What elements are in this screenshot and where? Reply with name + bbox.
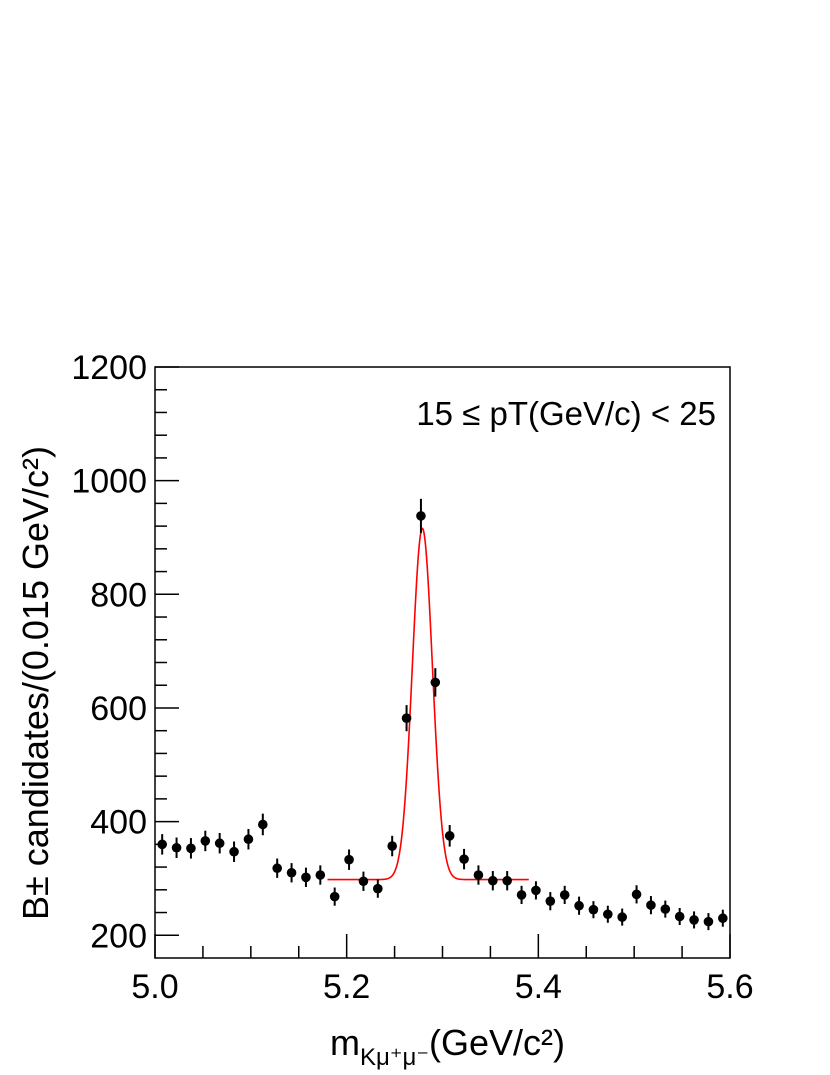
data-point (329, 891, 340, 902)
annotation: 15 ≤ pT(GeV/c) < 25 (416, 395, 716, 432)
plot-border (154, 366, 731, 959)
x-tick-label: 5.4 (515, 968, 562, 1006)
data-point (301, 872, 311, 883)
data-point (444, 831, 455, 841)
data-point (387, 841, 397, 851)
data-point (258, 819, 268, 830)
plot-frame (154, 366, 731, 959)
data-point (430, 677, 441, 688)
x-tick-label: 5.2 (323, 968, 370, 1006)
fit-curve (327, 527, 529, 881)
x-tick-label: 5.0 (131, 968, 178, 1006)
data-point (646, 900, 656, 910)
data-point (488, 875, 498, 886)
y-axis-ticks: 200 400 600 800 1000 1200 (71, 349, 179, 955)
y-tick-label: 800 (90, 576, 147, 614)
data-point (473, 870, 484, 880)
data-point (545, 896, 556, 906)
data-point (157, 839, 167, 850)
x-axis-title: mKμ⁺μ⁻(GeV/c²) (330, 1022, 565, 1071)
data-point (373, 883, 383, 894)
data-point (516, 890, 527, 900)
data-point (631, 889, 642, 900)
data-point (703, 916, 714, 927)
data-point (286, 867, 297, 878)
data-point (171, 842, 182, 853)
data-point (401, 713, 412, 723)
data-point (588, 904, 599, 915)
data-point (459, 854, 469, 864)
y-axis-title: B± candidates/(0.015 GeV/c²) (15, 446, 56, 920)
data-point (603, 909, 613, 920)
data-point (186, 843, 196, 854)
y-tick-label: 1000 (71, 463, 147, 501)
data-point (344, 854, 354, 865)
data-point (617, 912, 627, 922)
data-point (660, 904, 671, 914)
data-point (243, 834, 254, 845)
data-point (531, 885, 541, 896)
x-axis-ticks: 5.0 5.2 5.4 5.6 (131, 934, 754, 1006)
x-axis-title-subscript: Kμ⁺μ⁻ (360, 1044, 429, 1071)
data-point (358, 876, 369, 887)
data-point (559, 890, 570, 900)
x-axis-title-main: m (330, 1022, 360, 1063)
y-tick-label: 600 (90, 690, 147, 728)
x-tick-label: 5.6 (706, 968, 753, 1006)
x-axis-title-unit: (GeV/c²) (429, 1022, 565, 1063)
y-tick-label: 1200 (71, 349, 147, 387)
data-point (416, 511, 426, 521)
data-point (229, 846, 239, 857)
data-point (200, 836, 211, 846)
data-point (718, 913, 728, 924)
data-point (315, 870, 326, 880)
y-tick-label: 400 (90, 804, 147, 842)
data-point (214, 838, 225, 849)
data-point (674, 911, 685, 922)
fit-curve-layer (327, 527, 529, 881)
data-point (574, 900, 584, 911)
data-point (689, 915, 699, 925)
y-tick-label: 200 (90, 917, 147, 955)
data-point (502, 875, 512, 886)
data-point (272, 863, 282, 874)
data-points-layer (157, 498, 728, 931)
